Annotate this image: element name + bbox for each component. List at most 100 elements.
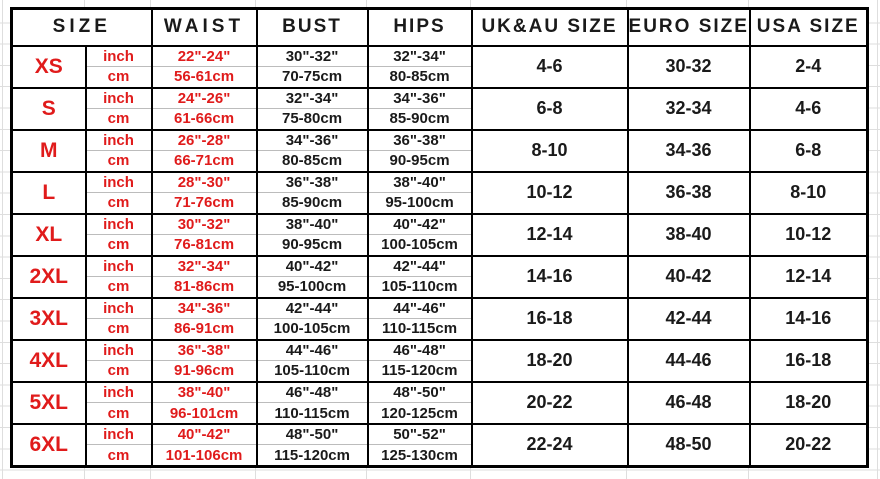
euro-size-cell: 46-48 xyxy=(626,380,751,425)
euro-size-cell: 42-44 xyxy=(626,296,751,341)
unit-cm-cell: cm xyxy=(84,150,153,173)
euro-size-cell: 38-40 xyxy=(626,212,751,257)
header-size: SIZE xyxy=(10,7,153,47)
header-euro-size: EURO SIZE xyxy=(626,7,751,47)
usa-size-cell: 2-4 xyxy=(748,44,869,89)
bust-inch-cell: 30"-32" xyxy=(255,44,369,68)
unit-inch-cell: inch xyxy=(84,296,153,320)
unit-inch-cell: inch xyxy=(84,44,153,68)
waist-inch-cell: 26"-28" xyxy=(150,128,258,152)
uk-au-size-cell: 10-12 xyxy=(470,170,629,215)
bust-cm-cell: 70-75cm xyxy=(255,66,369,89)
uk-au-size-cell: 20-22 xyxy=(470,380,629,425)
hips-inch-cell: 50"-52" xyxy=(366,422,473,446)
waist-inch-cell: 22"-24" xyxy=(150,44,258,68)
uk-au-size-cell: 22-24 xyxy=(470,422,629,468)
unit-inch-cell: inch xyxy=(84,254,153,278)
waist-cm-cell: 56-61cm xyxy=(150,66,258,89)
unit-inch-cell: inch xyxy=(84,422,153,446)
size-label-cell: S xyxy=(10,86,87,131)
unit-cm-cell: cm xyxy=(84,66,153,89)
hips-cm-cell: 120-125cm xyxy=(366,402,473,425)
waist-cm-cell: 101-106cm xyxy=(150,444,258,468)
bust-inch-cell: 38"-40" xyxy=(255,212,369,236)
size-row-cm: cm 91-96cm 105-110cm 115-120cm xyxy=(12,360,868,383)
uk-au-size-cell: 12-14 xyxy=(470,212,629,257)
hips-inch-cell: 34"-36" xyxy=(366,86,473,110)
unit-inch-cell: inch xyxy=(84,86,153,110)
bust-cm-cell: 115-120cm xyxy=(255,444,369,468)
size-row-cm: cm 61-66cm 75-80cm 85-90cm xyxy=(12,108,868,131)
size-conversion-table: SIZE WAIST BUST HIPS UK&AU SIZE EURO SIZ… xyxy=(10,7,870,468)
size-label-cell: 4XL xyxy=(10,338,87,383)
waist-inch-cell: 24"-26" xyxy=(150,86,258,110)
size-label-cell: 6XL xyxy=(10,422,87,468)
size-row-inch: 6XL inch 40"-42" 48"-50" 50"-52" 22-24 4… xyxy=(10,422,869,468)
hips-cm-cell: 80-85cm xyxy=(366,66,473,89)
header-uk-au-size: UK&AU SIZE xyxy=(470,7,629,47)
size-row-inch: L inch 28"-30" 36"-38" 38"-40" 10-12 36-… xyxy=(10,170,869,215)
bust-cm-cell: 110-115cm xyxy=(255,402,369,425)
size-row-inch: M inch 26"-28" 34"-36" 36"-38" 8-10 34-3… xyxy=(10,128,869,173)
euro-size-cell: 36-38 xyxy=(626,170,751,215)
uk-au-size-cell: 8-10 xyxy=(470,128,629,173)
size-row-inch: XS inch 22"-24" 30"-32" 32"-34" 4-6 30-3… xyxy=(10,44,869,89)
hips-inch-cell: 46"-48" xyxy=(366,338,473,362)
unit-cm-cell: cm xyxy=(84,318,153,341)
size-row-cm: cm 76-81cm 90-95cm 100-105cm xyxy=(12,234,868,257)
table-header: SIZE WAIST BUST HIPS UK&AU SIZE EURO SIZ… xyxy=(10,7,869,47)
usa-size-cell: 4-6 xyxy=(748,86,869,131)
usa-size-cell: 10-12 xyxy=(748,212,869,257)
size-row-cm: cm 101-106cm 115-120cm 125-130cm xyxy=(12,444,868,468)
unit-inch-cell: inch xyxy=(84,212,153,236)
waist-cm-cell: 91-96cm xyxy=(150,360,258,383)
uk-au-size-cell: 16-18 xyxy=(470,296,629,341)
bust-cm-cell: 95-100cm xyxy=(255,276,369,299)
size-row-cm: cm 66-71cm 80-85cm 90-95cm xyxy=(12,150,868,173)
bust-cm-cell: 80-85cm xyxy=(255,150,369,173)
euro-size-cell: 44-46 xyxy=(626,338,751,383)
usa-size-cell: 14-16 xyxy=(748,296,869,341)
euro-size-cell: 34-36 xyxy=(626,128,751,173)
hips-cm-cell: 105-110cm xyxy=(366,276,473,299)
waist-cm-cell: 76-81cm xyxy=(150,234,258,257)
waist-cm-cell: 81-86cm xyxy=(150,276,258,299)
bust-inch-cell: 40"-42" xyxy=(255,254,369,278)
waist-cm-cell: 66-71cm xyxy=(150,150,258,173)
unit-cm-cell: cm xyxy=(84,192,153,215)
hips-cm-cell: 115-120cm xyxy=(366,360,473,383)
size-row-inch: S inch 24"-26" 32"-34" 34"-36" 6-8 32-34… xyxy=(10,86,869,131)
size-label-cell: L xyxy=(10,170,87,215)
waist-inch-cell: 28"-30" xyxy=(150,170,258,194)
size-label-cell: 2XL xyxy=(10,254,87,299)
usa-size-cell: 18-20 xyxy=(748,380,869,425)
bust-cm-cell: 100-105cm xyxy=(255,318,369,341)
uk-au-size-cell: 18-20 xyxy=(470,338,629,383)
waist-inch-cell: 30"-32" xyxy=(150,212,258,236)
waist-cm-cell: 61-66cm xyxy=(150,108,258,131)
size-label-cell: XL xyxy=(10,212,87,257)
waist-inch-cell: 34"-36" xyxy=(150,296,258,320)
hips-inch-cell: 48"-50" xyxy=(366,380,473,404)
bust-cm-cell: 90-95cm xyxy=(255,234,369,257)
size-row-cm: cm 86-91cm 100-105cm 110-115cm xyxy=(12,318,868,341)
hips-inch-cell: 32"-34" xyxy=(366,44,473,68)
hips-inch-cell: 38"-40" xyxy=(366,170,473,194)
unit-inch-cell: inch xyxy=(84,128,153,152)
waist-cm-cell: 96-101cm xyxy=(150,402,258,425)
hips-inch-cell: 42"-44" xyxy=(366,254,473,278)
unit-cm-cell: cm xyxy=(84,234,153,257)
unit-cm-cell: cm xyxy=(84,402,153,425)
usa-size-cell: 12-14 xyxy=(748,254,869,299)
euro-size-cell: 40-42 xyxy=(626,254,751,299)
waist-inch-cell: 36"-38" xyxy=(150,338,258,362)
hips-cm-cell: 100-105cm xyxy=(366,234,473,257)
header-usa-size: USA SIZE xyxy=(748,7,869,47)
header-bust: BUST xyxy=(255,7,369,47)
size-label-cell: XS xyxy=(10,44,87,89)
unit-inch-cell: inch xyxy=(84,338,153,362)
hips-cm-cell: 125-130cm xyxy=(366,444,473,468)
header-row: SIZE WAIST BUST HIPS UK&AU SIZE EURO SIZ… xyxy=(10,7,869,47)
size-label-cell: M xyxy=(10,128,87,173)
waist-inch-cell: 40"-42" xyxy=(150,422,258,446)
